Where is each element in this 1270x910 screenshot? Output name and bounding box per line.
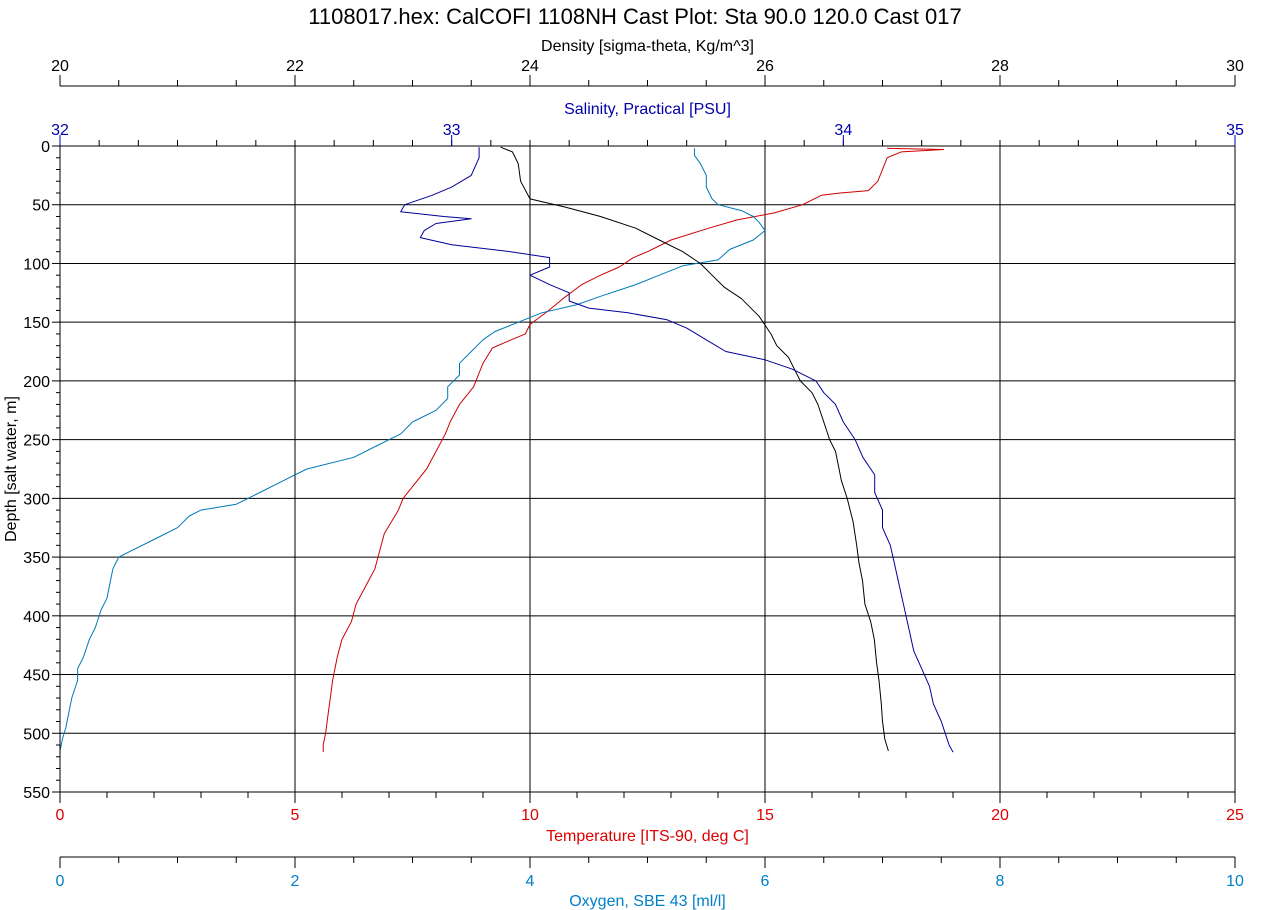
y-tick-label: 200	[23, 374, 50, 391]
temperature-tick-label: 0	[56, 807, 65, 824]
oxygen-axis-title: Oxygen, SBE 43 [ml/l]	[569, 893, 726, 910]
y-tick-label: 300	[23, 491, 50, 508]
temperature-tick-label: 10	[521, 807, 539, 824]
density-tick-label: 20	[51, 58, 69, 75]
density-tick-label: 30	[1226, 58, 1244, 75]
salinity-axis-title: Salinity, Practical [PSU]	[564, 101, 731, 118]
density-axis-title: Density [sigma-theta, Kg/m^3]	[541, 38, 754, 55]
plot-grid	[59, 145, 1236, 793]
oxygen-tick-label: 6	[761, 873, 770, 890]
density-tick-label: 24	[521, 58, 539, 75]
chart-title: 1108017.hex: CalCOFI 1108NH Cast Plot: S…	[308, 4, 961, 29]
y-tick-label: 0	[41, 139, 50, 156]
density-tick-label: 26	[756, 58, 774, 75]
oxygen-tick-label: 10	[1226, 873, 1244, 890]
temperature-tick-label: 25	[1226, 807, 1244, 824]
density-tick-label: 22	[286, 58, 304, 75]
y-tick-label: 500	[23, 726, 50, 743]
temperature-tick-label: 20	[991, 807, 1009, 824]
oxygen-profile-line	[59, 148, 766, 751]
salinity-profile-line	[400, 147, 954, 753]
density-tick-label: 28	[991, 58, 1009, 75]
y-tick-label: 250	[23, 433, 50, 450]
oxygen-tick-label: 0	[56, 873, 65, 890]
salinity-tick-label: 35	[1226, 122, 1244, 139]
temperature-axis-title: Temperature [ITS-90, deg C]	[546, 828, 749, 845]
oxygen-tick-label: 4	[526, 873, 535, 890]
y-tick-label: 150	[23, 315, 50, 332]
salinity-tick-label: 34	[834, 122, 852, 139]
plot-frame	[59, 145, 1236, 793]
density-profile-line	[500, 146, 889, 752]
temperature-tick-label: 15	[756, 807, 774, 824]
y-tick-label: 350	[23, 550, 50, 567]
series-layer	[59, 146, 954, 753]
y-tick-label: 400	[23, 609, 50, 626]
temperature-profile-line	[322, 147, 945, 753]
salinity-tick-label: 32	[51, 122, 69, 139]
y-tick-label: 50	[32, 198, 50, 215]
salinity-tick-label: 33	[443, 122, 461, 139]
y-tick-label: 100	[23, 256, 50, 273]
temperature-tick-label: 5	[291, 807, 300, 824]
y-tick-label: 450	[23, 668, 50, 685]
y-axis-label: Depth [salt water, m]	[3, 396, 20, 542]
oxygen-tick-label: 2	[291, 873, 300, 890]
oxygen-tick-label: 8	[996, 873, 1005, 890]
y-tick-label: 550	[23, 785, 50, 802]
